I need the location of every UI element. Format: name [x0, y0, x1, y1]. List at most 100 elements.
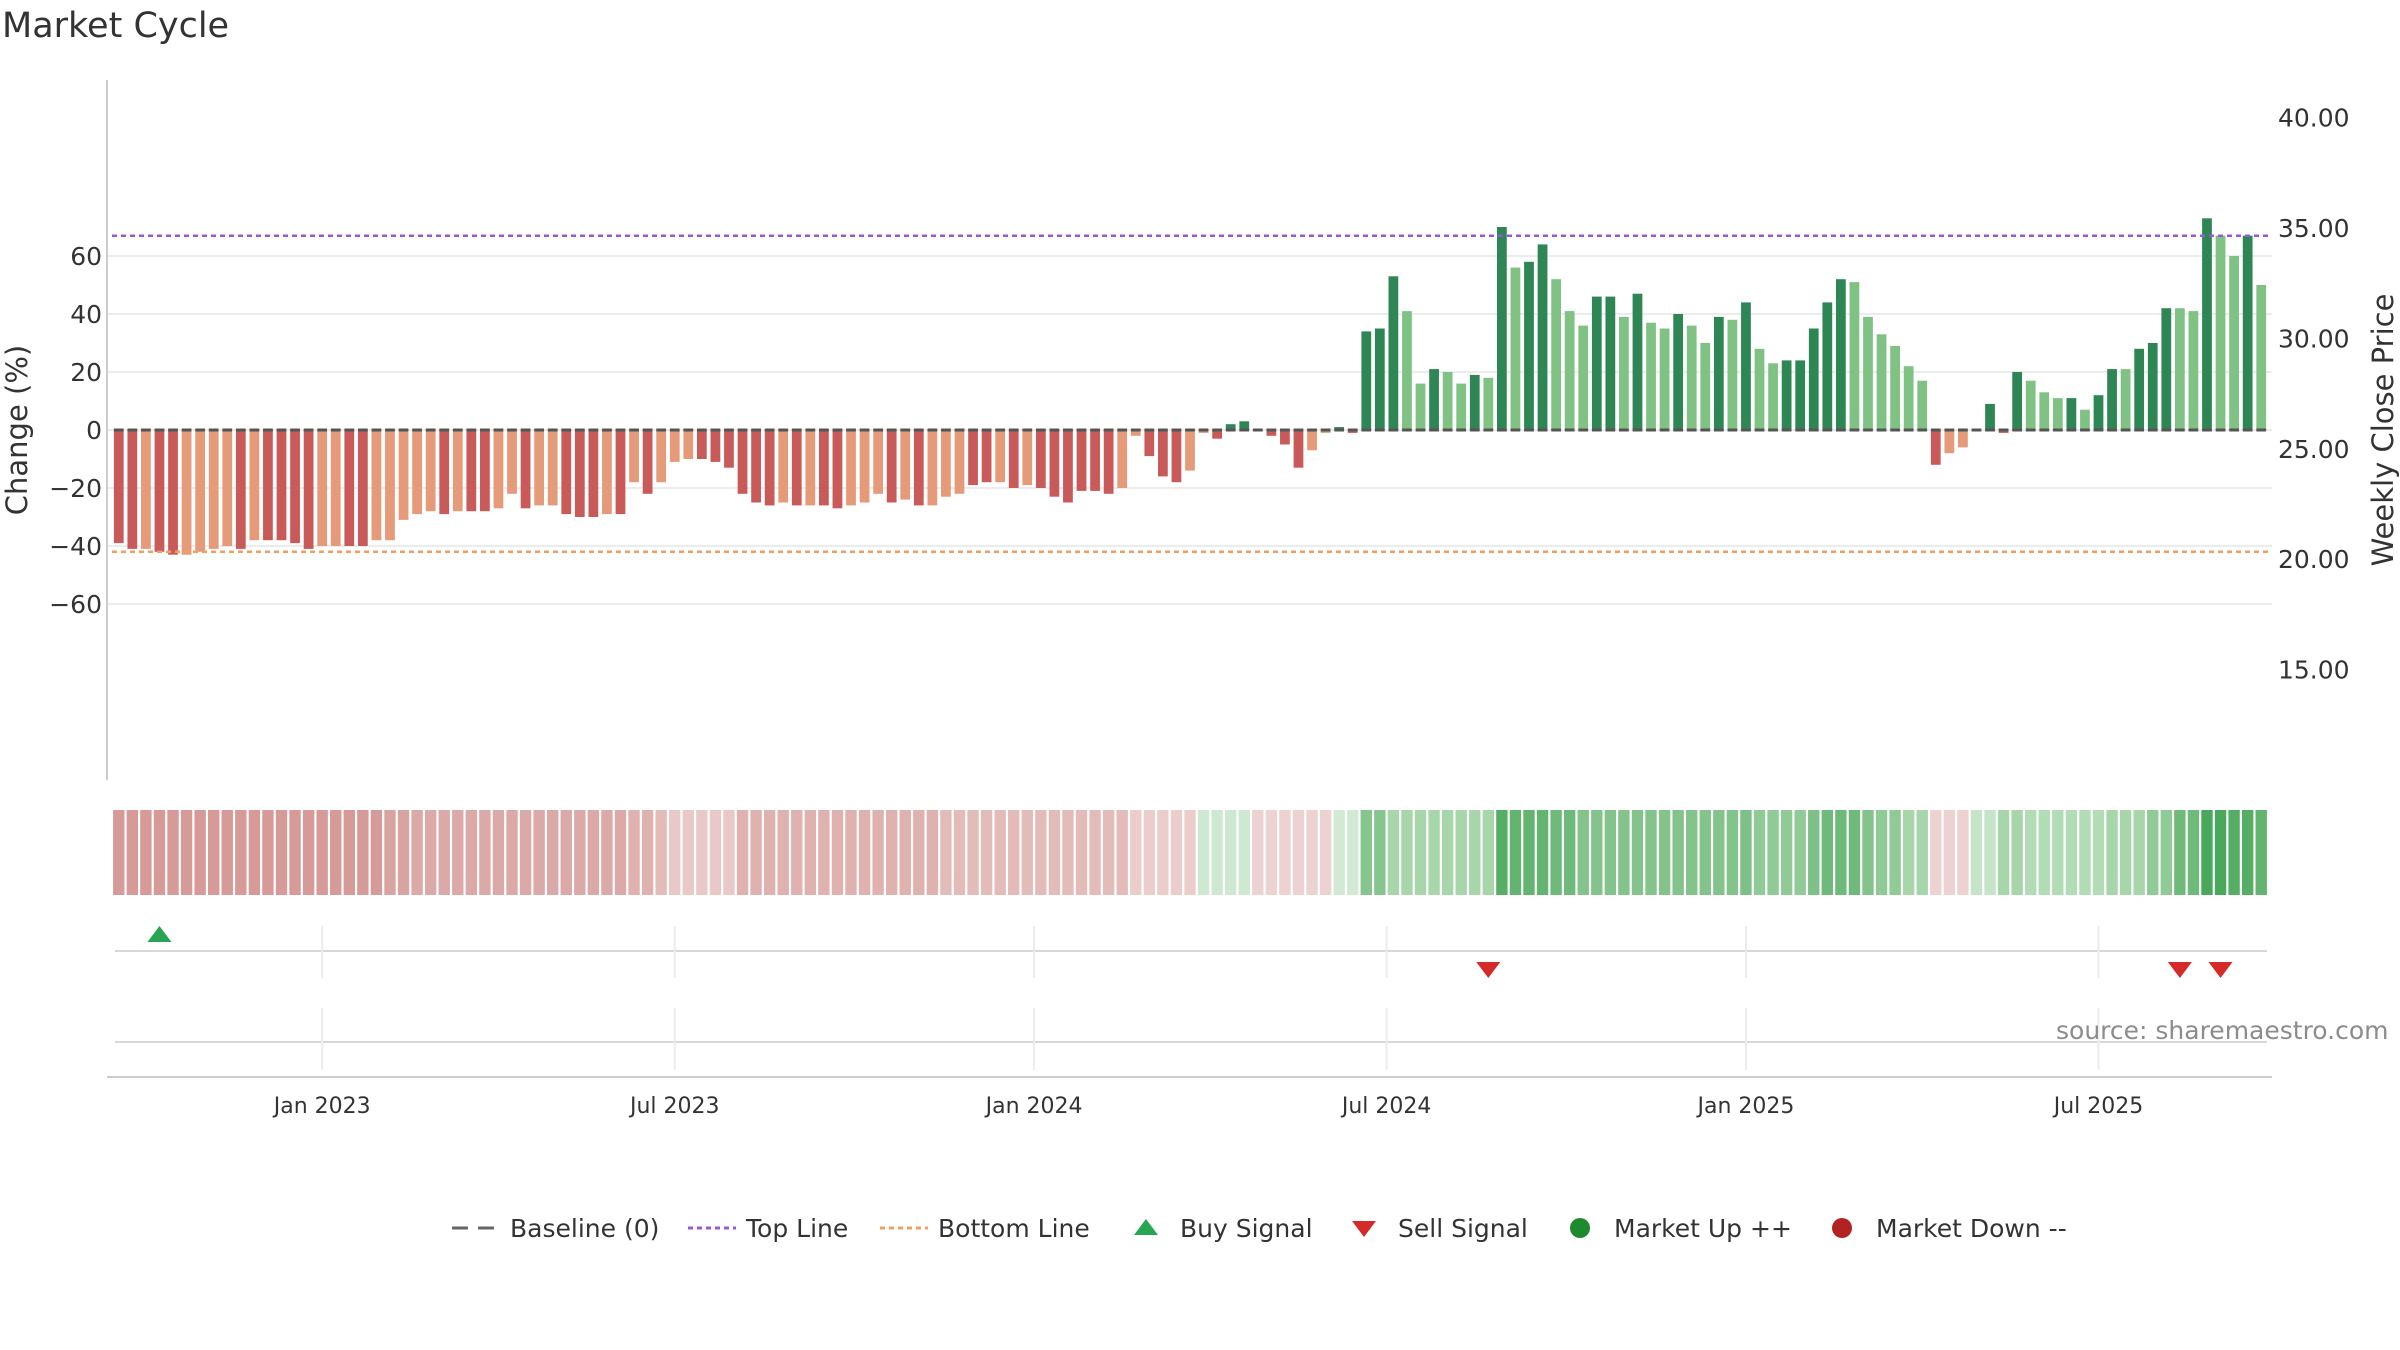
cycle-strip-segment	[208, 810, 220, 895]
change-bar	[2107, 369, 2117, 430]
legend-label-market-down: Market Down --	[1876, 1213, 2067, 1243]
baseline-segment	[683, 428, 694, 432]
change-bar	[602, 430, 612, 515]
change-bar	[1551, 279, 1561, 430]
change-bar	[520, 430, 531, 509]
change-bar	[1876, 334, 1887, 430]
cycle-strip-segment	[2201, 810, 2213, 895]
cycle-strip-segment	[1645, 810, 1657, 895]
x-tick-label: Jan 2024	[984, 1094, 1083, 1119]
cycle-strip-segment	[167, 810, 179, 895]
cycle-strip-segment	[1319, 810, 1332, 895]
x-tick-label: Jan 2023	[272, 1094, 371, 1119]
cycle-strip-segment	[1577, 810, 1589, 895]
cycle-strip-segment	[2065, 810, 2078, 895]
cycle-strip-segment	[682, 810, 694, 895]
sell-signal-marker	[2167, 962, 2192, 978]
cycle-strip-segment	[1808, 810, 1820, 895]
baseline-segment	[1700, 428, 1711, 432]
change-bar	[1863, 316, 1873, 430]
cycle-strip-segment	[1062, 810, 1074, 895]
change-bar	[1619, 316, 1629, 430]
cycle-strip-segment	[1780, 810, 1793, 895]
baseline-segment	[1632, 428, 1643, 432]
baseline-segment	[1551, 428, 1561, 432]
cycle-strip-segment	[1984, 810, 1996, 895]
cycle-strip-segment	[1347, 810, 1359, 895]
cycle-strip-segment	[2119, 810, 2132, 895]
cycle-strip-segment	[953, 810, 966, 895]
baseline-segment	[1090, 428, 1100, 432]
change-bar	[1388, 276, 1399, 430]
baseline-segment	[1117, 428, 1128, 432]
baseline-segment	[574, 428, 585, 432]
change-bar	[507, 430, 517, 494]
change-bar	[1035, 430, 1046, 488]
change-bar	[1280, 430, 1290, 445]
cycle-strip-segment	[804, 810, 817, 895]
baseline-segment	[1496, 428, 1507, 432]
cycle-strip-segment	[1658, 810, 1671, 895]
change-bar	[1591, 296, 1602, 430]
baseline-segment	[968, 428, 978, 432]
change-bar	[2052, 398, 2063, 430]
baseline-segment	[480, 428, 490, 432]
change-bar	[2025, 380, 2036, 430]
cycle-strip-segment	[1536, 810, 1549, 895]
baseline-segment	[656, 428, 667, 432]
change-bar	[1130, 430, 1141, 436]
top-line-dotted-icon	[688, 1226, 736, 1230]
cycle-strip-segment	[1075, 810, 1088, 895]
change-bar	[1225, 424, 1236, 430]
left-tick-label: 40	[70, 300, 102, 329]
change-bar	[235, 430, 246, 549]
change-bar	[534, 430, 545, 506]
left-tick-label: −60	[49, 590, 102, 619]
change-bar	[913, 430, 924, 506]
change-bar	[425, 430, 436, 512]
change-bar	[1686, 325, 1697, 430]
change-bar	[778, 430, 789, 503]
cycle-strip-segment	[1686, 810, 1698, 895]
cycle-strip-segment	[1089, 810, 1101, 895]
baseline-dash-icon	[452, 1226, 494, 1230]
change-bar	[1795, 360, 1806, 430]
baseline-segment	[1456, 428, 1467, 432]
baseline-segment	[1347, 428, 1358, 432]
cycle-strip-segment	[248, 810, 261, 895]
cycle-strip-segment	[750, 810, 762, 895]
baseline-segment	[1063, 428, 1073, 432]
baseline-segment	[371, 428, 382, 432]
legend: Baseline (0) Top Line Bottom Line Buy Si…	[0, 1208, 2400, 1248]
change-bar	[276, 430, 287, 541]
baseline-segment	[466, 428, 477, 432]
cycle-strip-segment	[546, 810, 559, 895]
change-bar	[1307, 430, 1317, 451]
change-bar	[480, 430, 490, 512]
chart-title: Market Cycle	[2, 6, 230, 46]
baseline-segment	[642, 428, 653, 432]
sell-signal-marker	[2208, 962, 2233, 978]
cycle-strip-segment	[1048, 810, 1061, 895]
baseline-segment	[1998, 428, 2009, 432]
change-bar	[493, 430, 504, 509]
cycle-strip-segment	[1943, 810, 1956, 895]
baseline-segment	[1876, 428, 1887, 432]
cycle-strip-segment	[1143, 810, 1156, 895]
sell-signal-marker	[1476, 962, 1501, 978]
cycle-strip-segment	[601, 810, 613, 895]
cycle-strip-segment	[831, 810, 844, 895]
cycle-strip-segment	[153, 810, 166, 895]
baseline-segment	[357, 428, 368, 432]
baseline-segment	[412, 428, 422, 432]
legend-label-baseline: Baseline (0)	[510, 1213, 660, 1243]
cycle-strip-segment	[858, 810, 871, 895]
baseline-segment	[1917, 428, 1928, 432]
baseline-segment	[1768, 428, 1778, 432]
baseline-segment	[1388, 428, 1399, 432]
cycle-strip-segment	[574, 810, 586, 895]
change-bar	[2202, 218, 2212, 430]
change-bar	[168, 430, 178, 555]
baseline-segment	[1958, 428, 1968, 432]
baseline-segment	[303, 428, 314, 432]
